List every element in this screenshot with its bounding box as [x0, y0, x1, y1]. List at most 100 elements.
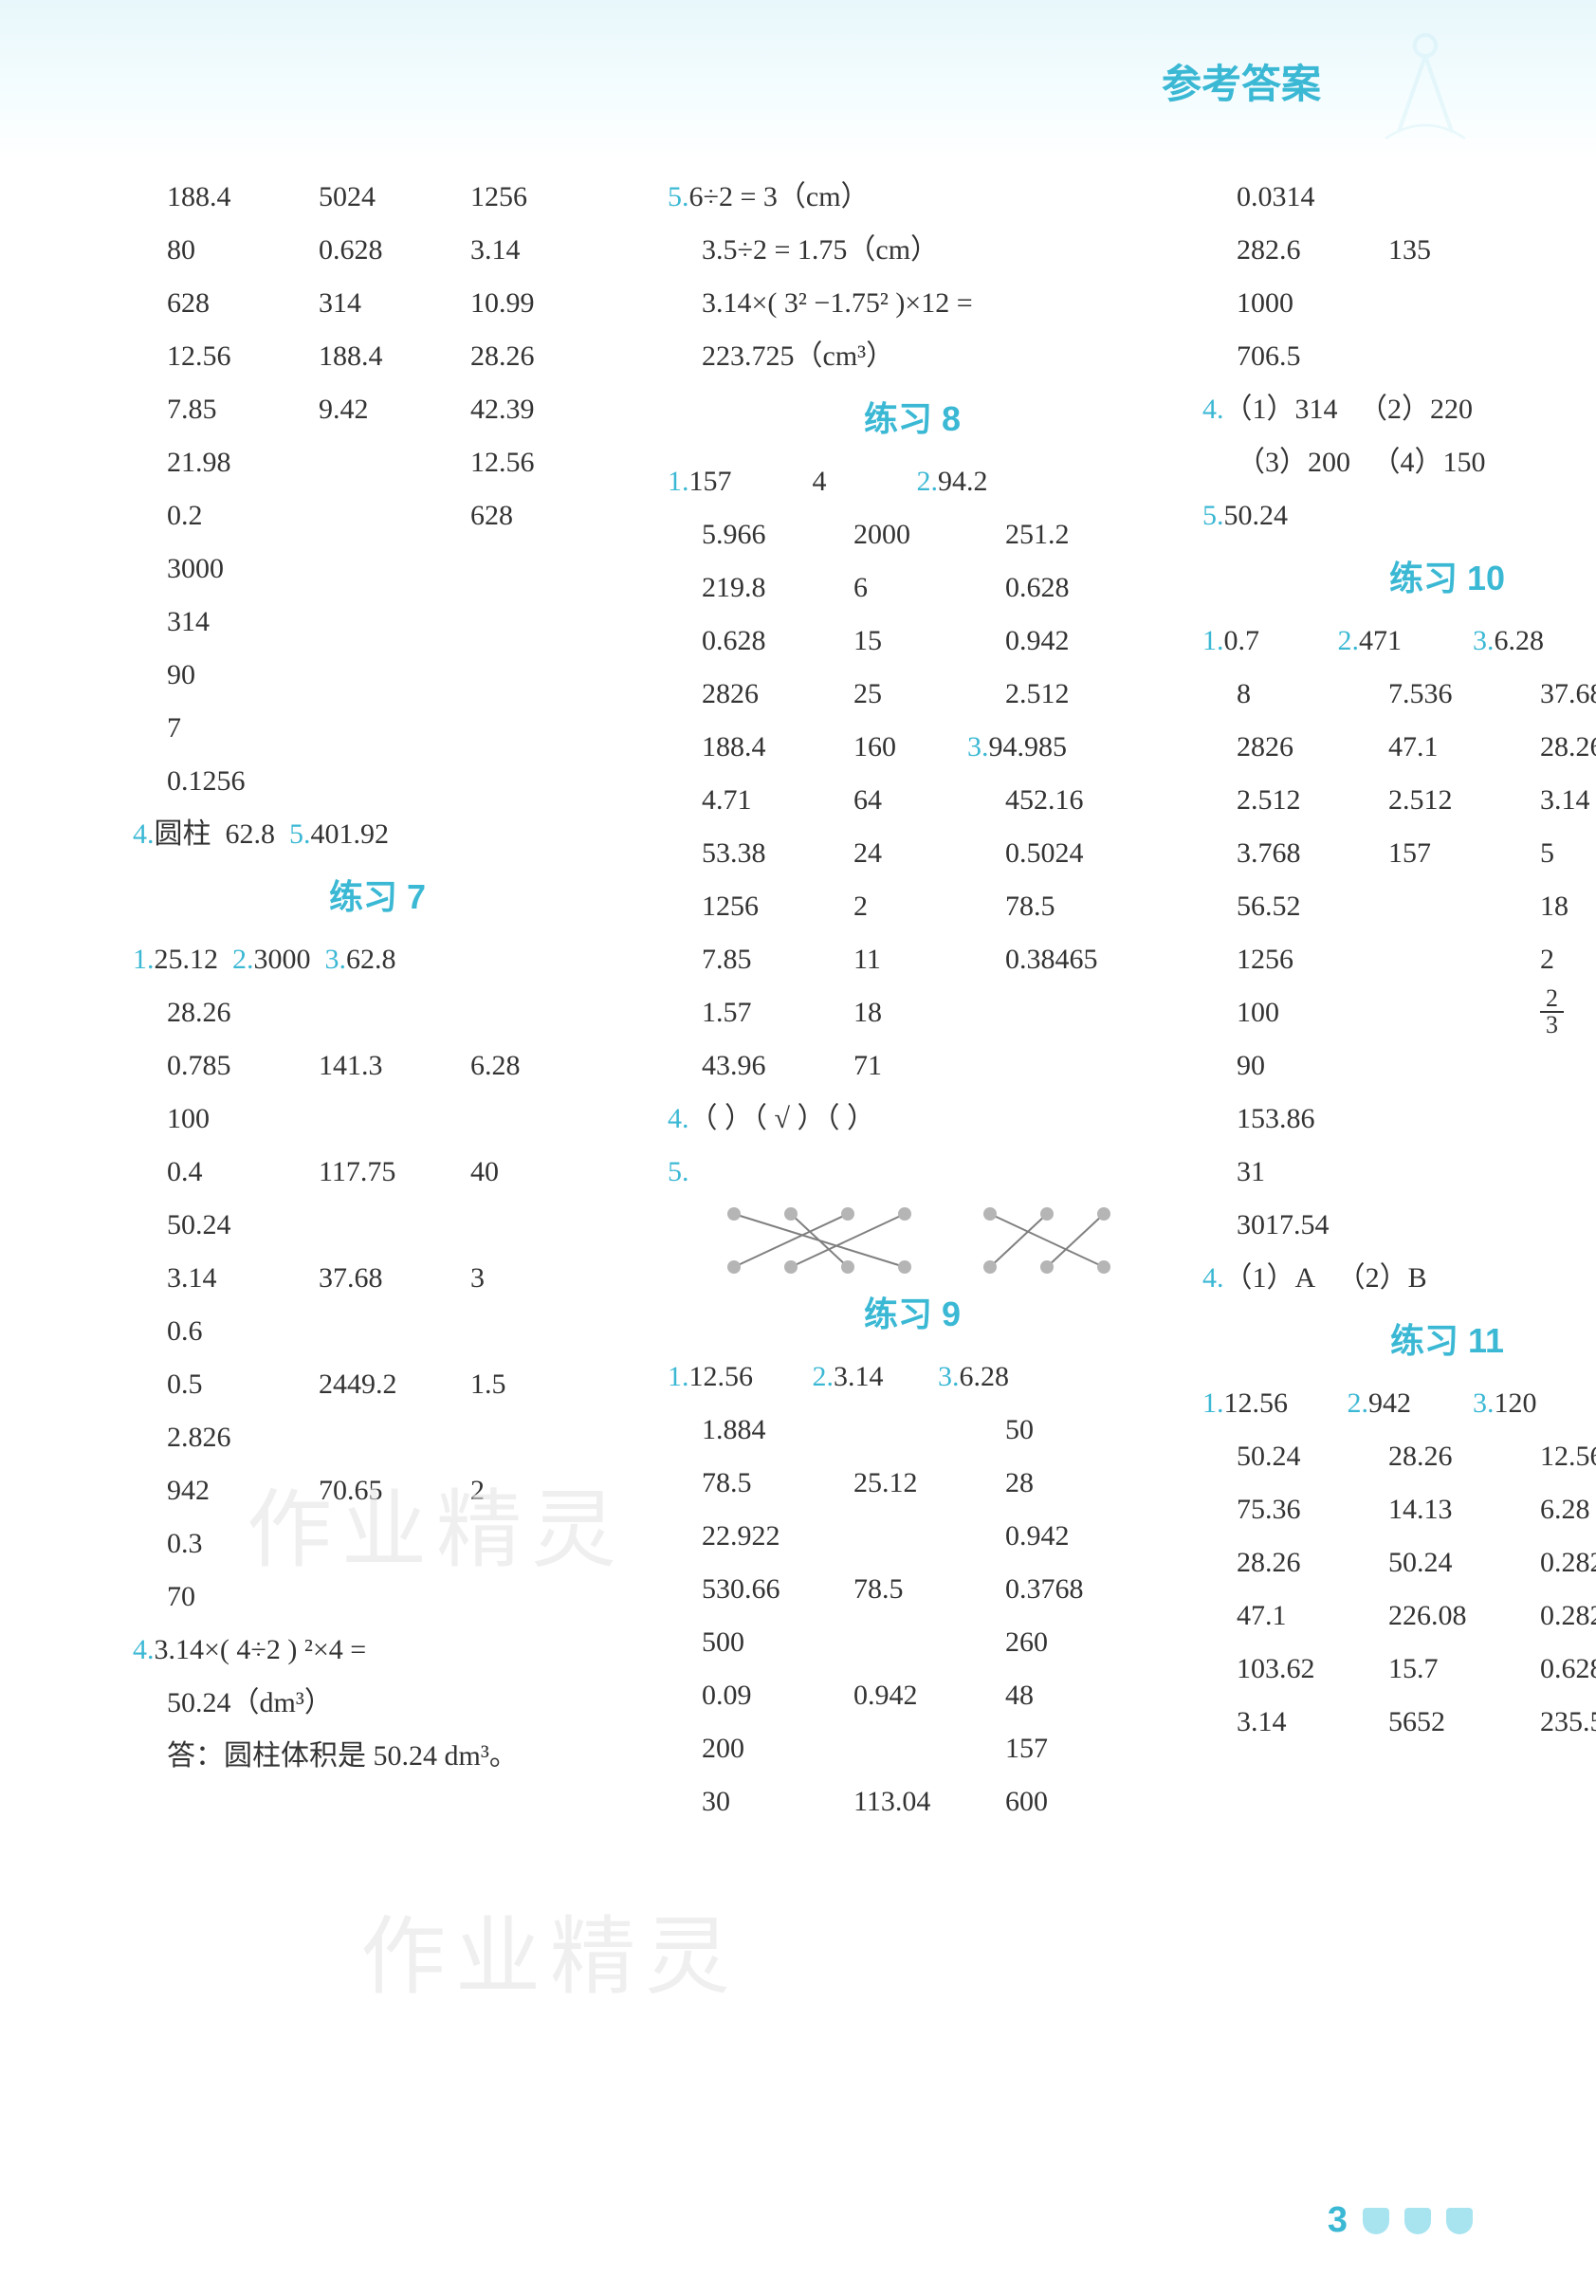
question-number: 1.	[1202, 1377, 1224, 1430]
data-row: 53.38240.5024	[668, 827, 1157, 880]
data-row: 43.9671	[668, 1039, 1157, 1093]
text-line: 188.41603. 94.985	[668, 721, 1157, 774]
data-cell: 5.966	[702, 508, 853, 561]
data-cell: 200	[702, 1722, 853, 1775]
data-cell: 0.4	[167, 1146, 319, 1199]
data-cell: 2.512	[1237, 774, 1388, 827]
text-line: 1. 12.562. 3.143. 6.28	[668, 1350, 1157, 1404]
data-cell	[1388, 277, 1540, 330]
data-cell: 1256	[702, 880, 853, 933]
data-row: 0.0314	[1202, 171, 1596, 224]
data-cell	[1388, 1199, 1540, 1252]
data-cell	[1388, 1093, 1540, 1146]
data-cell	[319, 755, 470, 808]
data-cell: 70.65	[319, 1464, 470, 1517]
data-cell: 2.826	[167, 1411, 319, 1464]
data-cell: 2.512	[1005, 668, 1157, 721]
data-row: 7.859.4242.39	[133, 383, 622, 436]
text-line: 1. 0.72. 4713. 6.28	[1202, 615, 1596, 668]
data-row: 188.450241256	[133, 171, 622, 224]
data-cell: 5024	[319, 171, 470, 224]
data-row: 50.2428.2612.56	[1202, 1430, 1596, 1483]
compass-icon	[1359, 19, 1492, 152]
data-cell: 4.71	[702, 774, 853, 827]
data-cell	[853, 1722, 1005, 1775]
data-cell: 64	[853, 774, 1005, 827]
data-cell	[853, 1616, 1005, 1669]
data-cell: 141.3	[319, 1039, 470, 1093]
question-number: 3.	[938, 1350, 960, 1404]
text-line: 50.24（dm³）	[133, 1677, 622, 1730]
data-cell: 219.8	[702, 561, 853, 615]
data-cell	[1540, 1146, 1596, 1199]
data-cell: 28.26	[1540, 721, 1596, 774]
text-line: 4. 3.14×( 4÷2 ) ²×4 =	[133, 1624, 622, 1677]
data-cell: 10.99	[470, 277, 622, 330]
data-row: 4.7164452.16	[668, 774, 1157, 827]
data-row: 50.24	[133, 1199, 622, 1252]
data-cell: 78.5	[853, 1563, 1005, 1616]
question-number: 2.	[813, 1350, 835, 1404]
question-number: 5.	[1202, 489, 1224, 542]
column-1: 188.450241256800.6283.1462831410.9912.56…	[114, 171, 641, 2144]
data-cell: 47.1	[1237, 1589, 1388, 1643]
data-row: 314	[133, 596, 622, 649]
text-line: 4. 圆柱 62.8 5. 401.92	[133, 808, 622, 861]
question-number: 5.	[289, 808, 311, 861]
data-cell	[853, 1404, 1005, 1457]
data-cell: 157	[1005, 1722, 1157, 1775]
question-number: 2.	[917, 455, 939, 508]
data-cell: 75.36	[1237, 1483, 1388, 1536]
text-line: 4. （ ）（ √ ）（ ）	[668, 1093, 1157, 1146]
text-line: 1. 15742. 94.2	[668, 455, 1157, 508]
data-cell: 28.26	[167, 986, 319, 1039]
data-cell: 0.628	[702, 615, 853, 668]
data-cell: 0.2826	[1540, 1589, 1596, 1643]
data-cell: 3	[470, 1252, 622, 1305]
question-number: 3.	[1473, 615, 1495, 668]
question-number: 3.	[1473, 1377, 1495, 1430]
question-number: 3.	[325, 933, 347, 986]
data-row: 28.26	[133, 986, 622, 1039]
data-cell	[470, 542, 622, 596]
data-cell: 3.14	[1237, 1696, 1388, 1749]
text-line: 4. （1）314 （2）220	[1202, 383, 1596, 436]
data-cell	[319, 702, 470, 755]
data-row: 0.3	[133, 1517, 622, 1570]
data-row: 100	[133, 1093, 622, 1146]
data-cell: 28.26	[470, 330, 622, 383]
data-cell: 25	[853, 668, 1005, 721]
data-row: 12.56188.428.26	[133, 330, 622, 383]
footer-bullet-icon	[1363, 2208, 1389, 2234]
data-row: 0.2628	[133, 489, 622, 542]
data-cell: 50.24	[167, 1199, 319, 1252]
data-cell: 0.0314	[1237, 171, 1388, 224]
question-number: 4.	[1202, 383, 1224, 436]
data-cell: 12.56	[1540, 1430, 1596, 1483]
data-cell: 1.884	[702, 1404, 853, 1457]
data-cell: 452.16	[1005, 774, 1157, 827]
data-cell: 0.5024	[1005, 827, 1157, 880]
data-cell: 2	[470, 1464, 622, 1517]
data-cell	[470, 649, 622, 702]
data-row: 706.5	[1202, 330, 1596, 383]
text-line: 3.14×( 3² −1.75² )×12 =	[668, 277, 1157, 330]
data-row: 87.53637.68	[1202, 668, 1596, 721]
data-row: 70	[133, 1570, 622, 1624]
question-number: 4.	[1202, 1252, 1224, 1305]
data-cell	[319, 489, 470, 542]
data-cell: 78.5	[702, 1457, 853, 1510]
data-cell: 31	[1237, 1146, 1388, 1199]
data-cell	[470, 986, 622, 1039]
column-3: 0.0314282.61351000706.54. （1）314 （2）220（…	[1183, 171, 1596, 2144]
data-row: 103.6215.70.628	[1202, 1643, 1596, 1696]
data-cell: 7.85	[167, 383, 319, 436]
data-cell: 251.2	[1005, 508, 1157, 561]
data-cell: 260	[1005, 1616, 1157, 1669]
data-row: 7.85110.38465	[668, 933, 1157, 986]
data-cell	[470, 1305, 622, 1358]
data-cell: 2826	[1237, 721, 1388, 774]
data-cell: 113.04	[853, 1775, 1005, 1828]
data-row: 3000	[133, 542, 622, 596]
data-cell: 48	[1005, 1669, 1157, 1722]
